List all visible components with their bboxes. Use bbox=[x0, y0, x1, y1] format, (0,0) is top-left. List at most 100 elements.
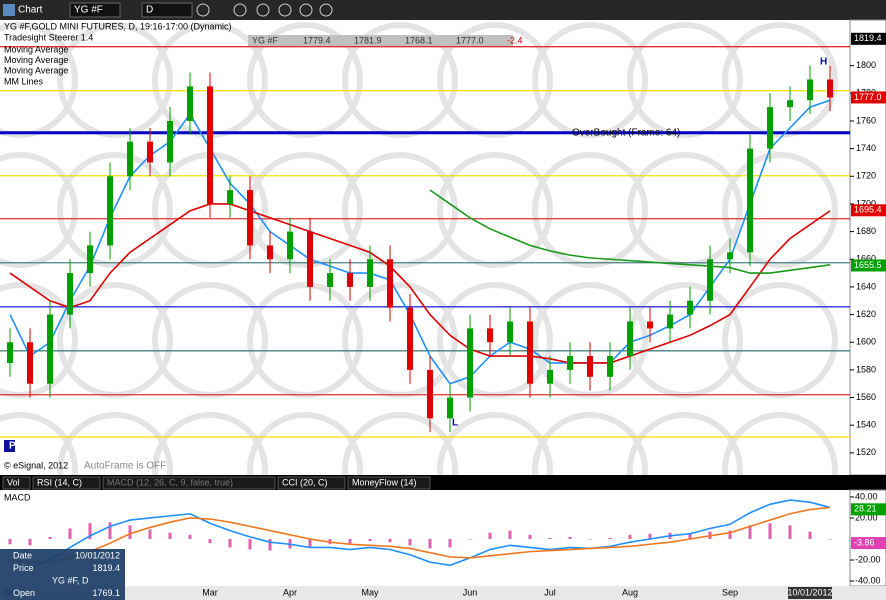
candle-body bbox=[687, 300, 693, 315]
candle-body bbox=[787, 100, 793, 108]
indicator-line bbox=[9, 499, 831, 570]
annotation: P bbox=[9, 441, 16, 452]
macd-marker-label: 28.21 bbox=[854, 504, 877, 514]
pattern-circle bbox=[532, 22, 648, 138]
annotation: OverBought (Frame: 64) bbox=[572, 128, 680, 139]
histogram-bar bbox=[448, 538, 452, 548]
price-marker bbox=[851, 204, 886, 217]
annotation: L bbox=[452, 418, 458, 429]
y-tick-label: 1760 bbox=[856, 115, 876, 125]
price-marker-label: 1819.4 bbox=[854, 33, 882, 43]
tool-icon[interactable] bbox=[196, 3, 210, 17]
y-tick-label: 1720 bbox=[856, 171, 876, 181]
indicator-tab[interactable] bbox=[32, 476, 101, 490]
tool-icon[interactable] bbox=[233, 3, 247, 17]
candle-body bbox=[527, 321, 533, 384]
indicator-tab[interactable] bbox=[102, 476, 276, 490]
data-window bbox=[0, 549, 125, 600]
quote-value: 1781.9 bbox=[354, 35, 382, 45]
price-marker bbox=[851, 91, 886, 104]
quote-value: 1777.0 bbox=[456, 35, 484, 45]
indicator-tab[interactable] bbox=[2, 476, 31, 490]
legend-entry: Moving Average bbox=[4, 65, 68, 75]
candle-body bbox=[467, 328, 473, 398]
legend-entry: Tradesight Steerer 1.4 bbox=[4, 32, 93, 42]
quote-strip bbox=[248, 35, 513, 46]
data-window-text: 10/01/2012 bbox=[75, 550, 120, 560]
x-tick-label: Mar bbox=[202, 587, 218, 597]
data-window-text: Open bbox=[13, 588, 35, 598]
candle-body bbox=[407, 307, 413, 370]
interval[interactable]: D bbox=[146, 5, 153, 16]
histogram-bar bbox=[528, 534, 532, 539]
symbol[interactable]: YG #F bbox=[74, 5, 103, 16]
p-badge bbox=[4, 440, 15, 452]
histogram-bar bbox=[488, 532, 492, 539]
histogram-bar bbox=[128, 525, 132, 539]
pattern-circle bbox=[57, 22, 173, 138]
y-tick-label: 1560 bbox=[856, 392, 876, 402]
candle-body bbox=[587, 356, 593, 377]
data-window-text: Price bbox=[13, 563, 34, 573]
candle-body bbox=[147, 141, 153, 163]
histogram-bar bbox=[348, 538, 352, 545]
pattern-circle bbox=[0, 152, 78, 268]
indicator-tab[interactable] bbox=[347, 476, 431, 490]
pattern-circle bbox=[342, 22, 458, 138]
pattern-circle bbox=[437, 22, 553, 138]
tool-icon[interactable] bbox=[278, 3, 292, 17]
indicator-tab[interactable] bbox=[277, 476, 346, 490]
y-tick-label: 40.00 bbox=[855, 491, 878, 501]
data-window-text: 1819.4 bbox=[92, 563, 120, 573]
tool-icon[interactable] bbox=[256, 3, 270, 17]
candle-body bbox=[627, 321, 633, 357]
y-tick-label: 20.00 bbox=[855, 512, 878, 522]
x-tick-label: Aug bbox=[622, 587, 638, 597]
histogram-bar bbox=[588, 538, 592, 540]
histogram-bar bbox=[468, 538, 472, 540]
tool-icon[interactable] bbox=[319, 3, 333, 17]
y-tick-label: 1540 bbox=[856, 420, 876, 430]
candle-body bbox=[127, 141, 133, 177]
x-tick-label: Sep bbox=[722, 587, 738, 597]
candle-body bbox=[667, 314, 673, 329]
indicator-tab-label[interactable]: MACD (12, 26, C, 9, false, true) bbox=[107, 477, 233, 487]
candle-body bbox=[207, 86, 213, 204]
quote-value: 1779.4 bbox=[303, 35, 331, 45]
indicator-tab-label[interactable]: RSI (14, C) bbox=[37, 477, 82, 487]
indicator-tab-label[interactable]: Vol bbox=[7, 477, 20, 487]
histogram-bar bbox=[168, 532, 172, 539]
histogram-bar bbox=[28, 538, 32, 546]
candle-body bbox=[347, 273, 353, 287]
y-tick-label: 1740 bbox=[856, 143, 876, 153]
price-marker-label: 1695.4 bbox=[854, 205, 882, 215]
quote-value: YG #F bbox=[252, 35, 279, 45]
histogram-bar bbox=[88, 523, 92, 539]
candle-body bbox=[767, 107, 773, 149]
tool-icon[interactable] bbox=[299, 3, 313, 17]
candle-body bbox=[167, 120, 173, 163]
candle-body bbox=[447, 397, 453, 419]
symbol-box[interactable] bbox=[69, 2, 121, 18]
y-tick-label: 1800 bbox=[856, 60, 876, 70]
indicator-line bbox=[9, 203, 831, 364]
interval-box[interactable] bbox=[141, 2, 193, 18]
histogram-bar bbox=[308, 538, 312, 548]
toolbar bbox=[0, 0, 886, 20]
candle-body bbox=[567, 356, 573, 370]
histogram-bar bbox=[428, 538, 432, 549]
x-tick-label: Jul bbox=[544, 587, 556, 597]
x-tick-label: May bbox=[361, 587, 379, 597]
data-window-text: Date bbox=[13, 550, 32, 560]
macd-chart: 40.00 20.00 -20.00 -40.00 28.21 -3.86 MACD bbox=[4, 491, 886, 585]
indicator-tab-label[interactable]: MoneyFlow (14) bbox=[352, 477, 417, 487]
histogram-bar bbox=[568, 536, 572, 539]
macd-pane bbox=[0, 490, 850, 586]
time-axis bbox=[0, 586, 886, 600]
y-tick-label: 1640 bbox=[856, 281, 876, 291]
candle-body bbox=[707, 259, 713, 301]
indicator-tab-label[interactable]: CCI (20, C) bbox=[282, 477, 328, 487]
histogram-bar bbox=[688, 533, 692, 539]
histogram-bar bbox=[68, 528, 72, 539]
price-chart: 1520 1540 1560 1580 1600 1620 1640 1660 1680 1700… bbox=[0, 21, 886, 472]
